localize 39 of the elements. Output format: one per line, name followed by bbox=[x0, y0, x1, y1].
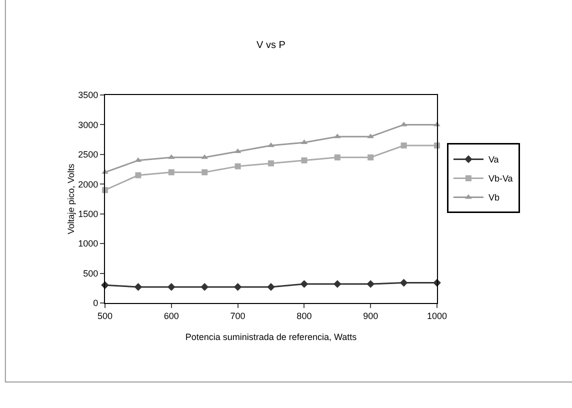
y-tick-label: 3000 bbox=[78, 120, 98, 130]
point bbox=[366, 280, 374, 288]
y-tick-label: 2500 bbox=[78, 150, 98, 160]
point bbox=[168, 283, 176, 291]
point bbox=[134, 283, 142, 291]
point bbox=[135, 172, 142, 178]
point bbox=[400, 142, 407, 149]
point bbox=[200, 283, 208, 291]
y-tick-label: 500 bbox=[83, 268, 98, 278]
x-tick-label: 700 bbox=[230, 310, 246, 321]
y-tick-label: 3500 bbox=[78, 90, 98, 100]
legend-label: Vb bbox=[488, 192, 500, 203]
y-axis-title: Voltaje pico, Volts bbox=[66, 163, 76, 234]
x-tick-label: 500 bbox=[97, 310, 113, 321]
point bbox=[400, 278, 408, 287]
point bbox=[268, 142, 274, 148]
x-tick-label: 900 bbox=[363, 310, 378, 321]
point bbox=[268, 160, 274, 166]
x-tick-label: 800 bbox=[296, 310, 312, 321]
point bbox=[334, 154, 340, 160]
point bbox=[334, 280, 342, 288]
point bbox=[168, 169, 174, 176]
y-tick-label: 1000 bbox=[78, 238, 98, 249]
x-tick-label: 1000 bbox=[426, 310, 448, 321]
chart-title: V vs P bbox=[256, 40, 286, 51]
legend-label: Vb-Va bbox=[488, 174, 513, 184]
y-tick-label: 0 bbox=[93, 298, 98, 308]
x-axis-title: Potencia suministrada de referencia, Watts bbox=[185, 332, 358, 342]
y-tick-label: 1500 bbox=[78, 209, 98, 220]
x-tick-label: 600 bbox=[164, 310, 179, 321]
point bbox=[202, 169, 208, 176]
point bbox=[300, 280, 308, 288]
point bbox=[234, 283, 242, 291]
point bbox=[267, 283, 275, 291]
y-tick-label: 2000 bbox=[78, 179, 98, 190]
point bbox=[301, 157, 308, 164]
point bbox=[368, 154, 374, 160]
legend-label: Va bbox=[488, 154, 499, 165]
point bbox=[234, 163, 241, 170]
